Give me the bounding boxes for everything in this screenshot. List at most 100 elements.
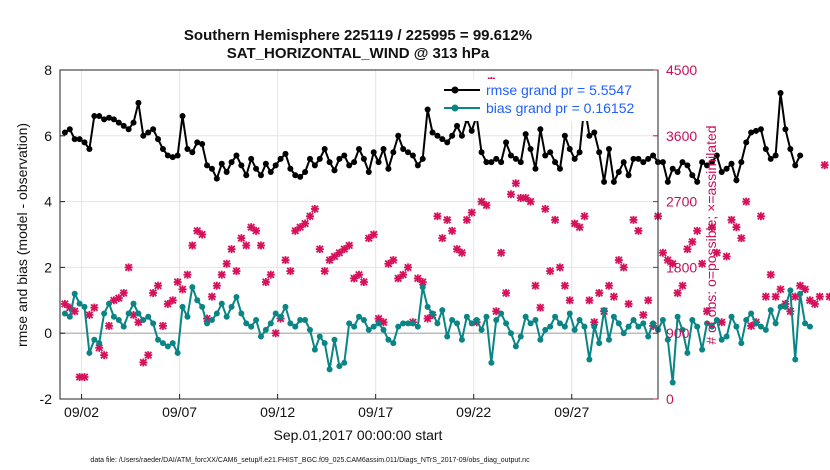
rmse-point — [767, 155, 774, 162]
obs-assimilated-point — [482, 201, 491, 210]
rmse-point — [125, 126, 132, 133]
obs-assimilated-point — [389, 256, 398, 265]
rmse-point — [507, 152, 514, 159]
bias-point — [782, 303, 789, 310]
rmse-point — [390, 149, 397, 156]
rmse-point — [375, 159, 382, 166]
legend-rmse-label: rmse grand pr = 5.5547 — [486, 82, 632, 98]
obs-assimilated-point — [443, 215, 452, 224]
obs-assimilated-point — [761, 292, 770, 301]
rmse-point — [179, 113, 186, 120]
y-tick-label: 2 — [44, 259, 52, 275]
bias-point — [586, 356, 593, 363]
rmse-point — [527, 145, 534, 152]
rmse-point — [419, 155, 426, 162]
rmse-point — [532, 165, 539, 172]
rmse-point — [596, 149, 603, 156]
obs-assimilated-point — [355, 270, 363, 279]
obs-assimilated-point — [634, 226, 643, 235]
bias-point — [723, 333, 730, 340]
rmse-point — [380, 145, 387, 152]
bias-point — [238, 310, 245, 317]
obs-assimilated-point — [399, 270, 408, 279]
bias-point — [61, 310, 68, 317]
rmse-point — [424, 106, 431, 113]
obs-assimilated-point — [658, 248, 667, 257]
obs-assimilated-point — [286, 267, 295, 276]
rmse-series-points — [61, 90, 804, 185]
rmse-point — [797, 152, 804, 159]
bias-point — [669, 379, 676, 386]
obs-assimilated-point — [497, 248, 506, 257]
obs-assimilated-point — [722, 252, 731, 261]
bias-point — [493, 317, 500, 324]
obs-assimilated-point — [511, 179, 520, 188]
rmse-point — [664, 178, 671, 185]
y2-tick-label: 2700 — [666, 194, 697, 210]
bias-point — [76, 300, 83, 307]
chart-title-line2: SAT_HORIZONTAL_WIND @ 313 hPa — [227, 45, 490, 62]
rmse-point — [96, 113, 103, 120]
x-tick-label: 09/27 — [554, 404, 589, 420]
obs-assimilated-point — [467, 208, 476, 217]
bias-point — [385, 336, 392, 343]
bias-point — [272, 310, 279, 317]
rmse-point — [184, 145, 191, 152]
obs-assimilated-point — [820, 161, 829, 170]
rmse-point — [748, 129, 755, 136]
bias-point — [336, 363, 343, 370]
bias-point — [713, 317, 720, 324]
obs-assimilated-point — [614, 256, 623, 265]
obs-assimilated-point — [668, 259, 677, 268]
bias-point — [66, 313, 73, 320]
obs-assimilated-point — [737, 234, 746, 243]
bias-point — [140, 317, 147, 324]
y2-tick-label: 3600 — [666, 128, 697, 144]
x-tick-label: 09/07 — [162, 404, 197, 420]
bias-point — [331, 336, 338, 343]
obs-assimilated-point — [105, 321, 114, 330]
x-tick-label: 09/12 — [260, 404, 295, 420]
obs-assimilated-point — [70, 307, 79, 316]
bias-point — [110, 313, 117, 320]
bias-point — [277, 313, 284, 320]
rmse-point — [199, 141, 206, 148]
obs-assimilated-point — [242, 241, 251, 250]
rmse-point — [615, 168, 622, 175]
rmse-point — [272, 162, 279, 169]
bias-point — [414, 323, 421, 330]
rmse-point — [679, 159, 686, 166]
rmse-point — [189, 149, 196, 156]
bias-point — [738, 340, 745, 347]
obs-assimilated-point — [585, 296, 594, 305]
bias-point — [208, 317, 215, 324]
obs-assimilated-series — [60, 76, 830, 382]
rmse-point — [257, 172, 264, 179]
rmse-point — [458, 132, 465, 139]
obs-assimilated-point — [506, 190, 515, 199]
bias-point — [507, 330, 514, 337]
bias-point — [694, 323, 701, 330]
rmse-point — [787, 145, 794, 152]
bias-point — [718, 336, 725, 343]
bias-point — [287, 320, 294, 327]
obs-assimilated-point — [207, 292, 216, 301]
rmse-point — [346, 162, 353, 169]
rmse-point — [277, 155, 284, 162]
bias-point — [463, 313, 470, 320]
bias-point — [581, 323, 588, 330]
obs-assimilated-point — [766, 270, 775, 279]
obs-assimilated-point — [144, 351, 153, 360]
rmse-point — [630, 155, 637, 162]
bias-point — [321, 340, 328, 347]
obs-assimilated-point — [80, 373, 89, 382]
bias-point — [806, 323, 813, 330]
rmse-point — [311, 162, 318, 169]
bias-point — [297, 317, 304, 324]
bias-point — [605, 336, 612, 343]
rmse-point — [777, 90, 784, 97]
bias-point — [625, 323, 632, 330]
legend-bias-label: bias grand pr = 0.16152 — [486, 100, 634, 116]
y2-axis-ticks: 0 900 1800 2700 3600 4500 — [653, 62, 697, 407]
obs-assimilated-point — [771, 292, 780, 301]
